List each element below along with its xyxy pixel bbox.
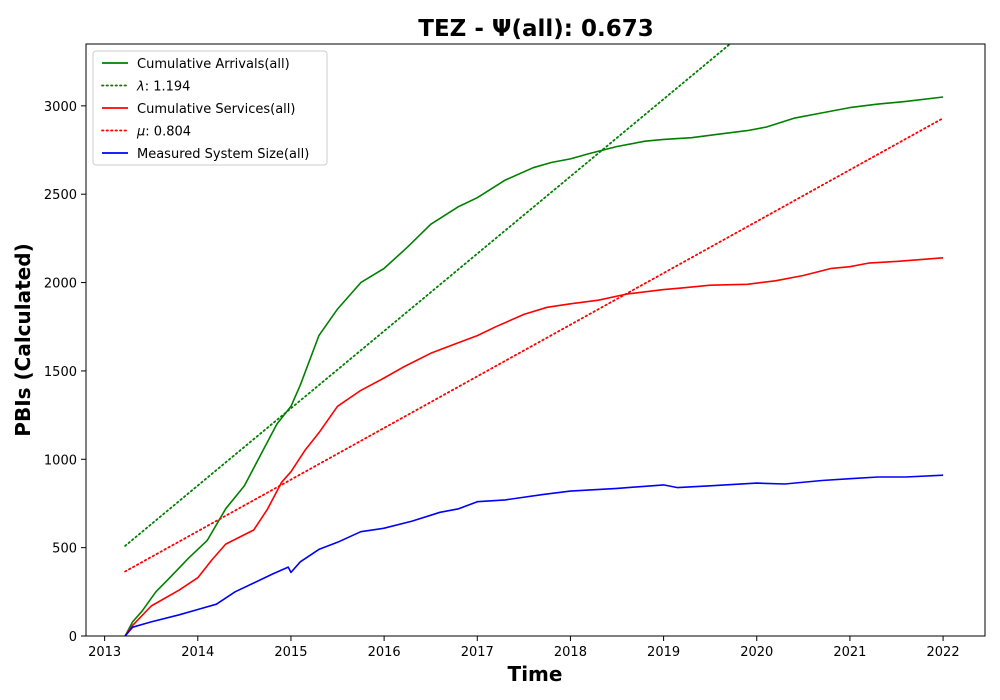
chart-title: TEZ - Ψ(all): 0.673 [418,16,653,42]
x-axis: 2013 2014 2015 2016 2017 2018 2019 2020 2021 2022 [88,636,960,660]
x-tick-label: 2018 [554,645,587,660]
y-tick-label: 500 [52,542,77,557]
y-tick-label: 3000 [44,100,77,115]
plot-area [85,43,986,637]
y-axis: 0 500 1000 1500 2000 2500 3000 [44,100,86,645]
legend-entry: λ: 1.194 [136,80,190,95]
x-tick-label: 2021 [833,645,866,660]
x-tick-label: 2020 [740,645,773,660]
legend-box [92,50,328,166]
y-tick-label: 1500 [44,365,77,380]
legend-value: : 0.804 [145,125,191,140]
y-axis-label: PBIs (Calculated) [11,243,35,436]
x-tick-label: 2013 [88,645,121,660]
legend-entry: Cumulative Services(all) [137,102,295,117]
series-line-measured-system-size-all [124,474,944,636]
legend-entry: μ: 0.804 [136,125,191,140]
series-line-cumulative-services-all [124,257,944,636]
y-tick-label: 2500 [44,188,77,203]
series-line-0-804 [124,117,944,573]
legend: Cumulative Arrivals(all) λ: 1.194 Cumulati… [92,50,328,166]
series-line-1-194 [124,44,732,547]
series-layer [124,44,944,636]
y-tick-label: 0 [69,630,77,645]
x-tick-label: 2016 [368,645,401,660]
legend-symbol: μ [136,125,145,140]
series-line-cumulative-arrivals-all [124,96,944,636]
y-tick-label: 2000 [44,277,77,292]
y-tick-label: 1000 [44,453,77,468]
legend-symbol: λ [136,80,145,95]
legend-entry: Measured System Size(all) [137,147,309,162]
x-tick-label: 2019 [647,645,680,660]
x-axis-label: Time [508,662,563,686]
legend-entry: Cumulative Arrivals(all) [137,57,290,72]
x-tick-label: 2015 [274,645,307,660]
x-tick-label: 2017 [461,645,494,660]
x-tick-label: 2014 [181,645,214,660]
x-tick-label: 2022 [927,645,960,660]
legend-value: : 1.194 [145,80,191,95]
